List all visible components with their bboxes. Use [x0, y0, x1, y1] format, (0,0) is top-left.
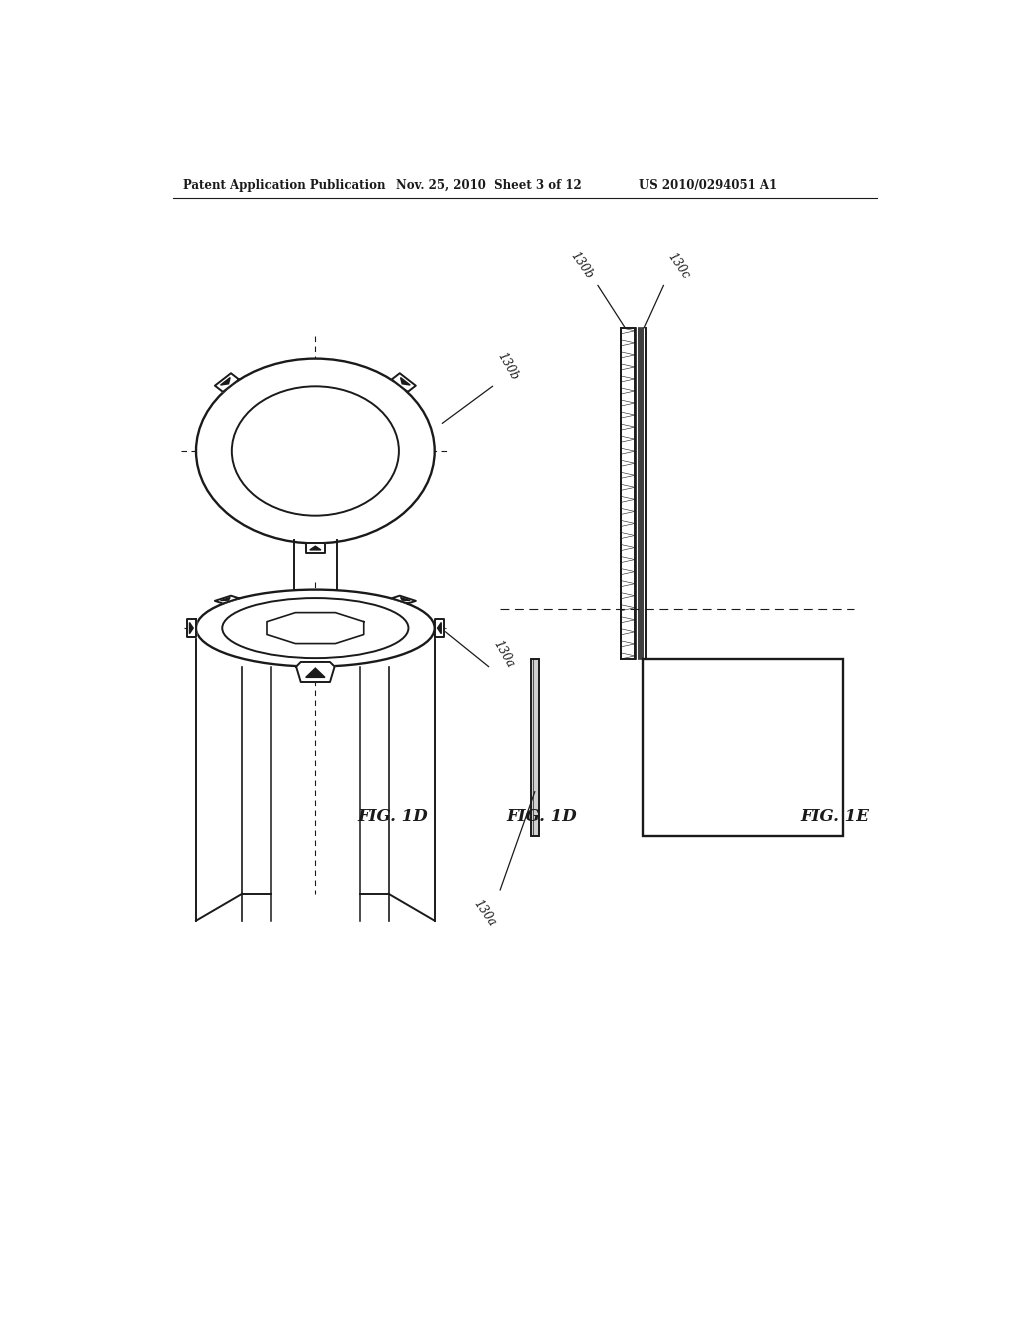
Polygon shape [215, 374, 239, 392]
Polygon shape [400, 378, 411, 385]
Text: US 2010/0294051 A1: US 2010/0294051 A1 [639, 178, 777, 191]
Polygon shape [392, 595, 416, 603]
Polygon shape [267, 612, 364, 644]
Polygon shape [435, 619, 444, 638]
Text: 130a: 130a [471, 898, 499, 929]
Text: 130b: 130b [567, 249, 596, 281]
Bar [643, 659, 843, 836]
Polygon shape [310, 546, 321, 550]
Bar [621, 327, 635, 659]
Text: Nov. 25, 2010  Sheet 3 of 12: Nov. 25, 2010 Sheet 3 of 12 [396, 178, 582, 191]
Polygon shape [437, 623, 441, 634]
Text: FIG. 1E: FIG. 1E [801, 808, 869, 825]
Ellipse shape [196, 590, 435, 667]
Text: FIG. 1D: FIG. 1D [506, 808, 577, 825]
Bar [531, 659, 539, 836]
Polygon shape [220, 378, 230, 385]
Polygon shape [306, 668, 325, 677]
Polygon shape [392, 374, 416, 392]
Ellipse shape [231, 387, 399, 516]
Polygon shape [294, 540, 337, 612]
Text: 130b: 130b [495, 350, 521, 383]
Polygon shape [296, 663, 335, 682]
Text: FIG. 1D: FIG. 1D [357, 808, 428, 825]
Text: Patent Application Publication: Patent Application Publication [183, 178, 385, 191]
Polygon shape [400, 598, 411, 601]
Polygon shape [215, 595, 239, 603]
Text: 130c: 130c [665, 251, 692, 281]
Ellipse shape [196, 359, 435, 544]
Ellipse shape [222, 598, 409, 659]
Polygon shape [220, 598, 230, 601]
Polygon shape [306, 544, 325, 553]
Polygon shape [186, 619, 196, 638]
Text: 130a: 130a [490, 639, 516, 671]
Polygon shape [189, 623, 194, 634]
